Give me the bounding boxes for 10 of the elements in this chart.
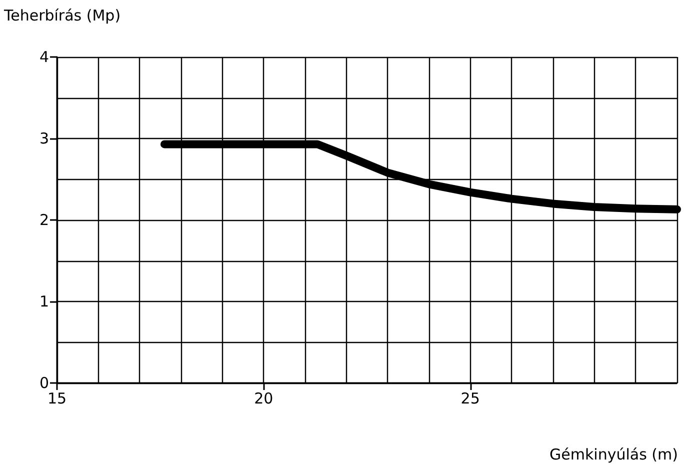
x-axis-title: Gémkinyúlás (m) xyxy=(550,446,678,464)
y-tick-label: 4 xyxy=(39,48,49,66)
x-tick-label: 25 xyxy=(460,390,480,408)
y-tick-label: 3 xyxy=(39,130,49,148)
y-tick-label: 0 xyxy=(39,374,49,392)
y-tick-label: 2 xyxy=(39,211,49,229)
y-tick-label: 1 xyxy=(39,292,49,310)
y-axis-title: Teherbírás (Mp) xyxy=(3,6,121,24)
x-tick-label: 20 xyxy=(254,390,274,408)
x-tick-label: 15 xyxy=(47,390,67,408)
